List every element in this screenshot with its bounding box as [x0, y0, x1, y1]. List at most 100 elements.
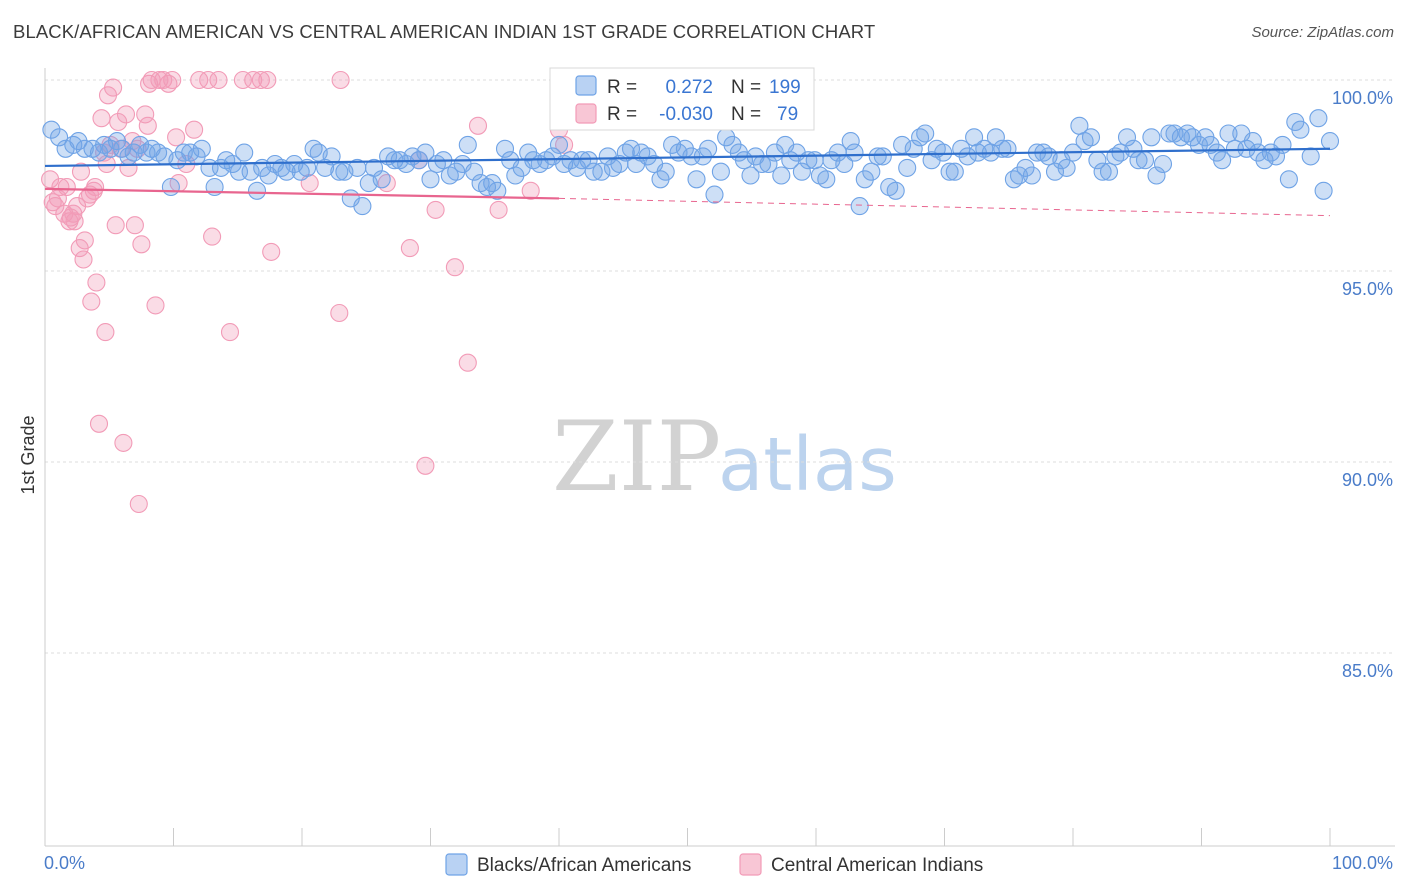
blue-point-210: [1315, 182, 1332, 199]
pink-point-22: [91, 415, 108, 432]
y-axis-label: 1st Grade: [18, 415, 38, 494]
blue-point-125: [806, 152, 823, 169]
legend-r-label-blue: R =: [607, 77, 637, 98]
series-legend-swatch-blue: [446, 854, 467, 875]
stats-legend: R = 0.272 N = 199 R = -0.030 N = 79: [550, 68, 814, 130]
y-tick-labels: 85.0% 90.0% 95.0% 100.0%: [1332, 88, 1393, 681]
legend-r-label-pink: R =: [607, 104, 637, 125]
legend-n-label-blue: N =: [731, 77, 761, 98]
pink-point-30: [107, 217, 124, 234]
blue-point-207: [1292, 121, 1309, 138]
pink-point-56: [204, 228, 221, 245]
pink-point-65: [331, 305, 348, 322]
blue-point-184: [1155, 156, 1172, 173]
blue-point-182: [1143, 129, 1160, 146]
pink-point-68: [401, 240, 418, 257]
pink-point-57: [210, 72, 227, 89]
legend-n-value-blue: 199: [769, 77, 801, 98]
blue-point-205: [1280, 171, 1297, 188]
blue-point-181: [1137, 152, 1154, 169]
pink-point-20: [87, 179, 104, 196]
blue-point-82: [551, 136, 568, 153]
blue-point-50: [354, 198, 371, 215]
trend-line-pink-extrapolated: [559, 198, 1330, 215]
blue-point-147: [935, 144, 952, 161]
blue-point-144: [917, 125, 934, 142]
blue-point-137: [874, 148, 891, 165]
series-legend-swatch-pink: [740, 854, 761, 875]
blue-point-53: [373, 171, 390, 188]
pink-point-10: [66, 213, 83, 230]
blue-point-105: [688, 171, 705, 188]
pink-point-53: [186, 121, 203, 138]
series-legend-label-pink: Central American Indians: [771, 855, 983, 876]
legend-swatch-blue: [576, 76, 596, 95]
pink-point-63: [263, 243, 280, 260]
pink-point-42: [139, 117, 156, 134]
blue-point-100: [657, 163, 674, 180]
blue-point-107: [700, 140, 717, 157]
legend-r-value-pink: -0.030: [659, 104, 713, 125]
pink-point-73: [459, 354, 476, 371]
pink-point-6: [58, 179, 75, 196]
chart-canvas: ZIP atlas 85.0%90.0%95.0%100.0% 0.0% 100…: [0, 0, 1406, 892]
x-tick-label-min: 0.0%: [44, 853, 85, 873]
pink-point-74: [470, 117, 487, 134]
y-tick-label-95: 95.0%: [1342, 279, 1393, 299]
pink-point-33: [115, 434, 132, 451]
pink-point-25: [97, 324, 114, 341]
legend-r-value-blue: 0.272: [665, 77, 713, 98]
blue-point-109: [712, 163, 729, 180]
series-legend: Blacks/African Americans Central America…: [446, 854, 983, 876]
pink-point-58: [222, 324, 239, 341]
pink-point-15: [76, 232, 93, 249]
blue-point-24: [193, 140, 210, 157]
blue-point-127: [818, 171, 835, 188]
pink-point-37: [126, 217, 143, 234]
blue-point-135: [863, 163, 880, 180]
pink-point-21: [88, 274, 105, 291]
pink-point-23: [93, 110, 110, 127]
blue-point-133: [851, 198, 868, 215]
blue-point-31: [236, 144, 253, 161]
blue-point-172: [1083, 129, 1100, 146]
pink-point-66: [332, 72, 349, 89]
blue-point-132: [846, 144, 863, 161]
blue-point-33: [249, 182, 266, 199]
blue-point-108: [706, 186, 723, 203]
blue-point-208: [1302, 148, 1319, 165]
watermark-atlas: atlas: [718, 422, 897, 508]
blue-point-61: [422, 171, 439, 188]
series-legend-label-blue: Blacks/African Americans: [477, 855, 691, 876]
pink-point-49: [164, 72, 181, 89]
blue-point-209: [1310, 110, 1327, 127]
x-tick-marks: [45, 828, 1330, 846]
pink-point-71: [427, 201, 444, 218]
legend-n-label-pink: N =: [731, 104, 761, 125]
pink-point-75: [490, 201, 507, 218]
blue-point-162: [1023, 167, 1040, 184]
blue-point-168: [1058, 159, 1075, 176]
pink-point-72: [446, 259, 463, 276]
blue-point-149: [946, 163, 963, 180]
pink-point-50: [168, 129, 185, 146]
blue-point-141: [899, 159, 916, 176]
blue-point-19: [162, 179, 179, 196]
legend-n-value-pink: 79: [777, 104, 798, 125]
x-tick-label-max: 100.0%: [1332, 853, 1393, 873]
pink-point-62: [259, 72, 276, 89]
y-tick-label-90: 90.0%: [1342, 470, 1393, 490]
blue-point-139: [887, 182, 904, 199]
blue-point-119: [773, 167, 790, 184]
pink-point-40: [133, 236, 150, 253]
blue-point-204: [1274, 136, 1291, 153]
blue-point-67: [459, 136, 476, 153]
pink-point-18: [83, 293, 100, 310]
legend-swatch-pink: [576, 104, 596, 123]
blue-point-175: [1101, 163, 1118, 180]
pink-point-29: [105, 79, 122, 96]
watermark-zip: ZIP: [552, 401, 721, 513]
pink-point-70: [417, 457, 434, 474]
y-tick-label-100: 100.0%: [1332, 88, 1393, 108]
pink-point-45: [147, 297, 164, 314]
